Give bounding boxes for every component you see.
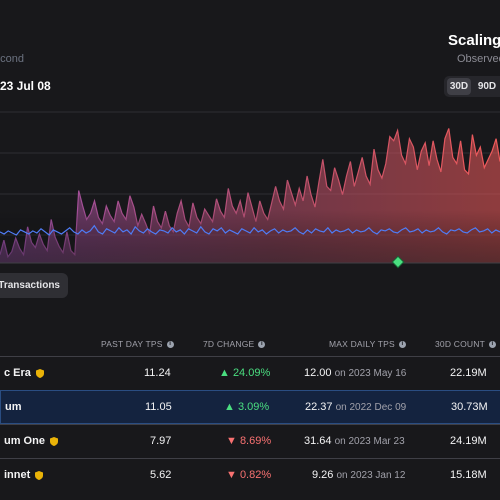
- table-row[interactable]: um One 7.97 ▼ 8.69% 31.64 on 2023 Mar 23…: [0, 424, 500, 457]
- transactions-toggle-button[interactable]: t Transactions: [0, 273, 68, 298]
- tps-area-outline: [0, 128, 500, 259]
- row-tps: 11.05: [145, 401, 172, 413]
- row-max: 12.00: [304, 367, 332, 379]
- row-max-date: on 2023 Jan 12: [336, 470, 406, 481]
- row-count: 15.18M: [450, 469, 487, 481]
- area-fade: [0, 210, 500, 263]
- row-count: 22.19M: [450, 367, 487, 379]
- row-name: innet: [4, 469, 31, 481]
- page-title: Scaling: [448, 32, 500, 49]
- row-count: 24.19M: [450, 435, 487, 447]
- shield-icon: [35, 368, 44, 378]
- tps-area-chart: [0, 111, 500, 269]
- column-header-past-day-tps[interactable]: PAST DAY TPS i: [101, 339, 174, 349]
- row-tps: 11.24: [144, 367, 171, 379]
- row-change: ▲ 24.09%: [219, 367, 271, 379]
- range-30d-button[interactable]: 30D: [447, 78, 471, 95]
- table-row[interactable]: um 11.05 ▲ 3.09% 22.37 on 2022 Dec 09 30…: [0, 390, 500, 424]
- table-row[interactable]: innet 5.62 ▼ 0.82% 9.26 on 2023 Jan 12 1…: [0, 458, 500, 491]
- row-name: c Era: [4, 367, 31, 379]
- column-header-7d-change[interactable]: 7D CHANGE i: [203, 339, 266, 349]
- info-icon[interactable]: i: [258, 341, 266, 349]
- shield-icon: [49, 436, 58, 446]
- chart-subtitle: econd: [0, 53, 24, 65]
- info-icon[interactable]: i: [488, 341, 496, 349]
- row-name: um: [5, 401, 22, 413]
- row-max: 31.64: [304, 435, 332, 447]
- chart-date-label: 23 Jul 08: [0, 79, 51, 93]
- info-icon[interactable]: i: [166, 341, 174, 349]
- time-range-selector: 30D 90D: [444, 76, 500, 97]
- info-icon[interactable]: i: [398, 341, 406, 349]
- column-header-max-daily-tps[interactable]: MAX DAILY TPS i: [329, 339, 406, 349]
- observed-label: Observed: [457, 53, 500, 65]
- tps-line-series: [0, 224, 500, 236]
- row-change: ▼ 8.69%: [226, 435, 272, 447]
- row-max: 22.37: [305, 401, 333, 413]
- column-header-30d-count[interactable]: 30D COUNT i: [435, 339, 496, 349]
- row-count: 30.73M: [451, 401, 488, 413]
- row-change: ▼ 0.82%: [226, 469, 272, 481]
- row-max-date: on 2023 Mar 23: [334, 436, 405, 447]
- row-tps: 5.62: [150, 469, 172, 481]
- range-90d-button[interactable]: 90D: [477, 81, 497, 92]
- row-max: 9.26: [312, 469, 334, 481]
- row-change: ▲ 3.09%: [224, 401, 270, 413]
- event-marker[interactable]: [391, 255, 405, 269]
- row-max-date: on 2023 May 16: [334, 368, 407, 379]
- row-tps: 7.97: [150, 435, 172, 447]
- shield-icon: [35, 470, 44, 480]
- row-name: um One: [4, 435, 45, 447]
- table-row[interactable]: c Era 11.24 ▲ 24.09% 12.00 on 2023 May 1…: [0, 356, 500, 389]
- row-max-date: on 2022 Dec 09: [335, 402, 407, 413]
